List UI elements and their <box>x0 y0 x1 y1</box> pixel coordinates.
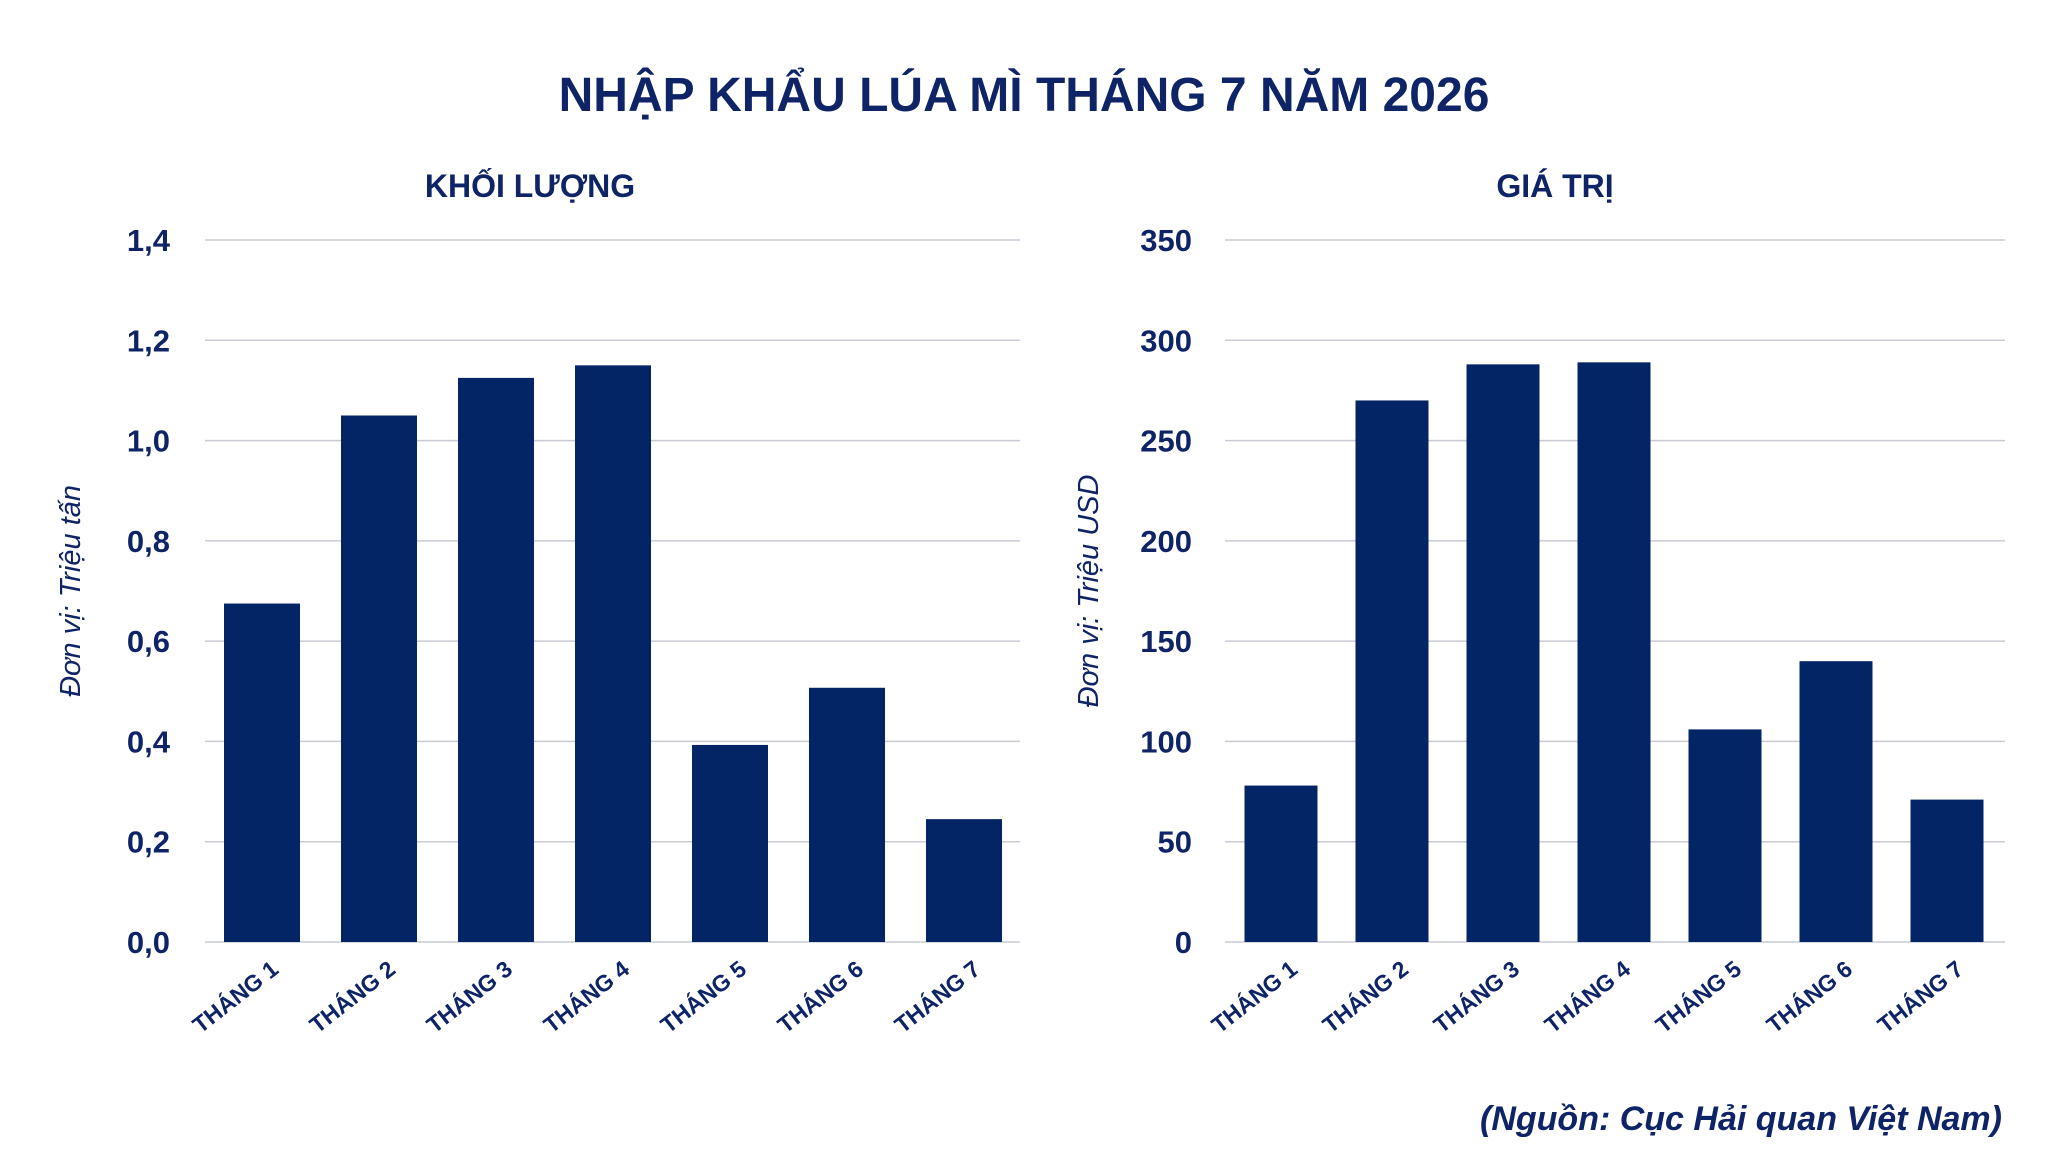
value-x-tick-label: THÁNG 5 <box>1650 955 1746 1039</box>
value-x-tick-label: THÁNG 1 <box>1206 955 1302 1039</box>
value-y-tick-label: 0 <box>1175 925 1192 960</box>
value-bar <box>1355 400 1429 942</box>
value-x-tick-label: THÁNG 7 <box>1872 955 1968 1038</box>
volume-chart-title: KHỐI LƯỢNG <box>425 168 635 204</box>
volume-y-tick-label: 1,4 <box>127 223 171 258</box>
volume-y-tick-label: 1,2 <box>127 323 170 358</box>
value-bar <box>1577 362 1651 942</box>
volume-y-tick-label: 0,0 <box>127 925 170 960</box>
value-x-tick-label: THÁNG 4 <box>1539 955 1635 1039</box>
value-y-tick-label: 100 <box>1140 724 1192 759</box>
volume-y-tick-label: 0,6 <box>127 624 170 659</box>
chart-main-title: NHẬP KHẨU LÚA MÌ THÁNG 7 NĂM 2026 <box>558 69 1490 122</box>
value-y-tick-label: 200 <box>1140 524 1192 559</box>
volume-bar <box>575 365 651 942</box>
value-bar <box>1466 364 1540 943</box>
value-bar <box>1799 661 1873 942</box>
volume-y-tick-label: 0,4 <box>127 724 171 759</box>
value-chart-title: GIÁ TRỊ <box>1496 168 1613 204</box>
value-y-tick-label: 300 <box>1140 323 1192 358</box>
volume-y-tick-label: 0,2 <box>127 825 170 860</box>
value-y-tick-label: 150 <box>1140 624 1192 659</box>
volume-bar <box>224 603 300 942</box>
volume-bar <box>926 819 1002 942</box>
volume-y-tick-label: 1,0 <box>127 424 170 459</box>
volume-bar <box>341 415 417 942</box>
value-y-tick-label: 50 <box>1158 825 1192 860</box>
value-x-tick-label: THÁNG 2 <box>1317 955 1413 1038</box>
volume-bar <box>458 377 534 943</box>
source-note: (Nguồn: Cục Hải quan Việt Nam) <box>1480 1100 2002 1138</box>
value-y-tick-label: 250 <box>1140 424 1192 459</box>
volume-y-axis-label: Đơn vị: Triệu tấn <box>55 485 87 697</box>
value-bar <box>1244 785 1318 942</box>
value-x-tick-label: THÁNG 6 <box>1761 955 1857 1038</box>
volume-bar <box>692 744 768 942</box>
value-y-tick-label: 350 <box>1140 223 1192 258</box>
volume-bar <box>809 687 885 942</box>
value-x-tick-label: THÁNG 3 <box>1428 955 1524 1038</box>
volume-y-tick-label: 0,8 <box>127 524 170 559</box>
value-bar <box>1688 729 1762 942</box>
value-y-axis-label: Đơn vị: Triệu USD <box>1073 474 1105 707</box>
value-bar <box>1910 799 1984 942</box>
